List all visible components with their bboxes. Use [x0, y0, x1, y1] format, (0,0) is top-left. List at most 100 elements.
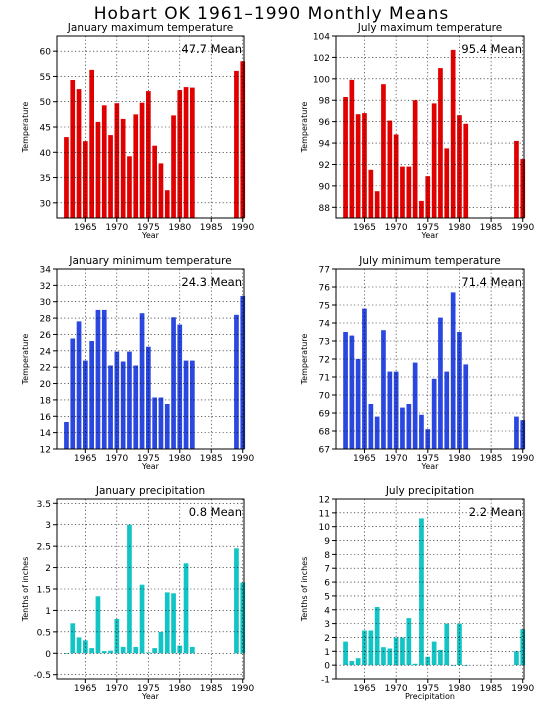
y-tick-label: 71 — [319, 374, 330, 384]
x-tick-label: 1975 — [416, 684, 439, 694]
y-tick-label: 3.5 — [37, 500, 51, 510]
y-tick-label: 16 — [40, 413, 52, 423]
y-tick-label: 12 — [40, 446, 51, 456]
plot-frame — [335, 498, 525, 680]
bar — [393, 134, 399, 218]
y-tick-label: 76 — [319, 284, 331, 294]
bar — [64, 422, 69, 449]
bar — [234, 70, 239, 219]
bar — [190, 360, 195, 449]
chart-3: 12 14 16 18 20 22 24 26 28 30 32 34 1965 1970 1975 1980… — [21, 255, 254, 471]
bar — [152, 648, 157, 654]
y-tick-label: 2.5 — [37, 543, 51, 553]
bar — [177, 645, 183, 654]
x-tick-label: 1970 — [385, 454, 408, 464]
y-tick-label: 28 — [40, 315, 52, 325]
bar — [183, 360, 189, 449]
x-tick-label: 1990 — [231, 454, 254, 464]
bar — [520, 159, 526, 218]
x-axis-label: Precipitation — [405, 692, 455, 701]
x-tick-label: 1980 — [168, 454, 191, 464]
y-tick-label: 20 — [40, 380, 52, 390]
bar — [146, 91, 151, 218]
y-axis-label: Temperature — [300, 334, 309, 386]
x-tick-label: 1975 — [137, 223, 160, 233]
y-tick-label: 92 — [319, 161, 330, 171]
bar — [127, 156, 132, 218]
bar — [64, 137, 69, 218]
x-tick-label: 1970 — [105, 223, 128, 233]
bar — [463, 123, 469, 218]
bar — [164, 190, 170, 218]
y-tick-label: 45 — [40, 124, 51, 134]
bar — [70, 80, 76, 218]
chart-title: January maximum temperature — [67, 22, 233, 34]
page-title: Hobart OK 1961–1990 Monthly Means — [93, 4, 450, 24]
bar — [431, 103, 437, 218]
x-tick-label: 1990 — [231, 223, 254, 233]
x-tick-label: 1975 — [137, 684, 160, 694]
y-tick-label: 2 — [324, 634, 330, 644]
bar — [171, 317, 176, 449]
bar — [514, 140, 519, 218]
x-axis-label: Year — [421, 231, 440, 240]
y-tick-label: 70 — [319, 392, 331, 402]
bar — [139, 313, 145, 449]
y-tick-label: 67 — [319, 446, 330, 456]
y-tick-label: 35 — [40, 174, 51, 184]
y-axis-label: Temperature — [21, 102, 30, 154]
bar — [120, 118, 126, 218]
x-tick-label: 1965 — [74, 223, 97, 233]
y-tick-label: 12 — [319, 496, 330, 506]
x-tick-label: 1975 — [416, 454, 439, 464]
bar — [177, 324, 183, 449]
chart-title: January precipitation — [95, 485, 205, 497]
bar — [114, 103, 120, 218]
bar — [108, 135, 113, 218]
y-axis-label: Temperature — [21, 334, 30, 386]
chart-title: July minimum temperature — [358, 255, 500, 267]
bar — [368, 404, 374, 449]
y-tick-label: 100 — [313, 75, 330, 85]
y-tick-label: 9 — [324, 537, 330, 547]
y-tick-label: 2 — [45, 564, 51, 574]
bar — [355, 658, 361, 666]
y-tick-label: -1 — [321, 676, 330, 686]
y-tick-label: 40 — [40, 149, 52, 159]
y-tick-label: 74 — [319, 320, 331, 330]
x-tick-label: 1975 — [137, 454, 160, 464]
y-tick-label: 104 — [313, 33, 330, 43]
y-tick-label: 102 — [313, 54, 330, 64]
bar — [400, 637, 405, 666]
y-tick-label: 14 — [40, 429, 52, 439]
bar — [457, 623, 462, 666]
bar — [139, 584, 145, 654]
bar — [133, 114, 139, 218]
bar — [171, 593, 176, 654]
x-tick-label: 1980 — [448, 684, 471, 694]
bar — [406, 618, 412, 666]
y-tick-label: 0 — [45, 650, 51, 660]
bar — [152, 145, 157, 218]
chart-1: 30 35 40 45 50 55 60 1965 1970 1975 1980 1985 1990 Ja… — [21, 22, 254, 240]
bar — [83, 360, 88, 449]
x-tick-label: 1990 — [511, 223, 534, 233]
y-tick-label: 1 — [324, 648, 330, 658]
bar — [183, 87, 189, 218]
bar — [438, 649, 443, 666]
bar — [400, 166, 405, 218]
y-tick-label: 8 — [324, 551, 330, 561]
bar — [362, 113, 367, 218]
y-tick-label: 6 — [324, 579, 330, 589]
x-tick-label: 1985 — [480, 223, 503, 233]
bar — [183, 563, 189, 654]
bar — [120, 361, 126, 449]
bar — [450, 49, 456, 219]
y-tick-label: -0.5 — [33, 671, 51, 681]
y-tick-label: 11 — [319, 509, 330, 519]
chart-title: July precipitation — [385, 485, 474, 497]
bar — [406, 166, 412, 218]
chart-title: July maximum temperature — [357, 22, 502, 34]
bar — [158, 631, 164, 654]
